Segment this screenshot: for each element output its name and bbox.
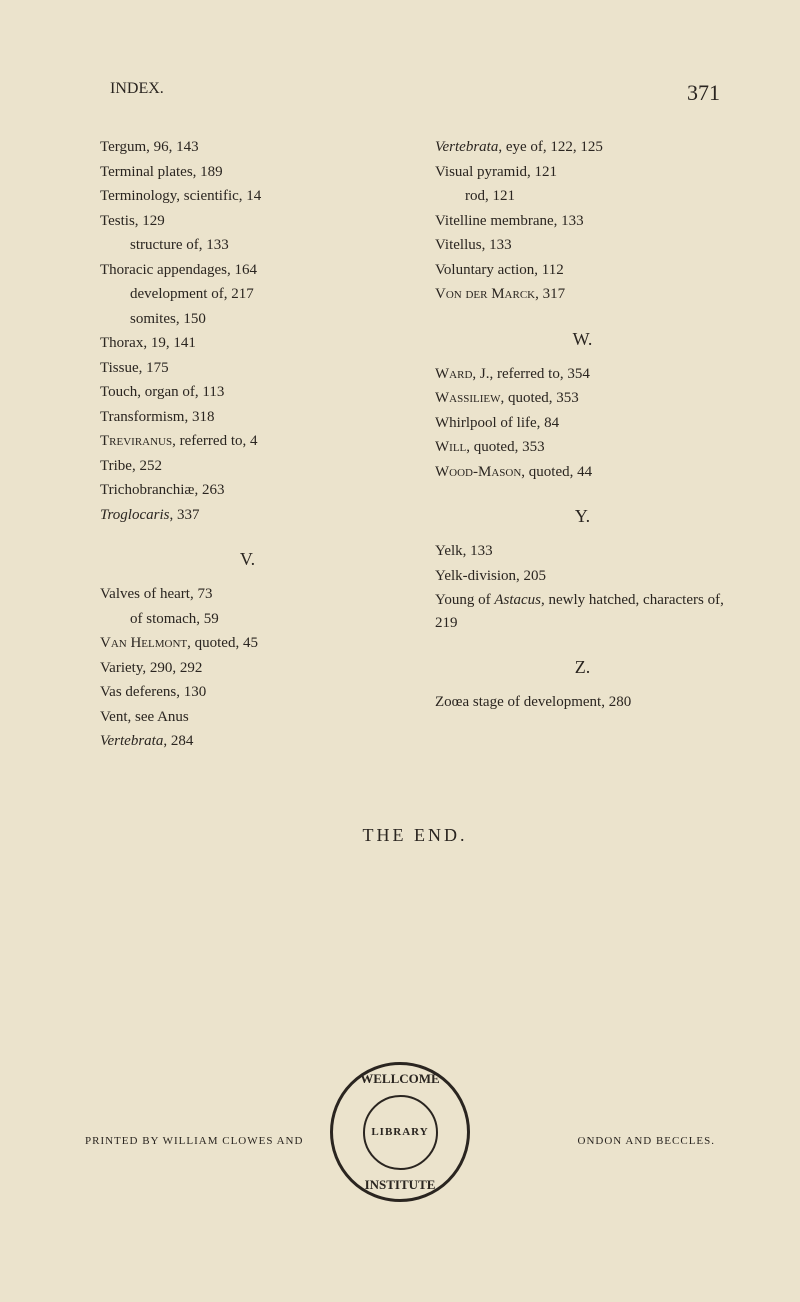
index-entry: Yelk, 133 [435,540,730,563]
printed-right: ONDON AND BECCLES. [578,1135,715,1147]
index-entry: Testis, 129 [100,210,395,233]
index-entry: Yelk-division, 205 [435,565,730,588]
index-title: INDEX. [110,80,164,106]
section-w: W. [435,326,730,353]
index-entry: structure of, 133 [100,234,395,257]
index-entry: rod, 121 [435,185,730,208]
section-v: V. [100,546,395,573]
stamp-bottom-text: INSTITUTE [333,1177,467,1193]
left-column: Tergum, 96, 143Terminal plates, 189Termi… [100,136,395,755]
index-entry: Van Helmont, quoted, 45 [100,632,395,655]
index-entry: Von der Marck, 317 [435,283,730,306]
index-entry: Troglocaris, 337 [100,504,395,527]
index-entry: Terminal plates, 189 [100,161,395,184]
index-columns: Tergum, 96, 143Terminal plates, 189Termi… [100,136,730,755]
index-entry: Vent, see Anus [100,706,395,729]
index-entry: Tissue, 175 [100,357,395,380]
index-entry: Tergum, 96, 143 [100,136,395,159]
index-entry: of stomach, 59 [100,608,395,631]
index-entry: Wassiliew, quoted, 353 [435,387,730,410]
index-entry: Terminology, scientific, 14 [100,185,395,208]
index-entry: Zoœa stage of development, 280 [435,691,730,714]
index-entry: Transformism, 318 [100,406,395,429]
stamp-library-text: LIBRARY [371,1126,428,1138]
stamp-inner-circle: LIBRARY [363,1095,438,1170]
index-entry: Ward, J., referred to, 354 [435,363,730,386]
index-entry: Valves of heart, 73 [100,583,395,606]
index-entry: Visual pyramid, 121 [435,161,730,184]
index-entry: Vitelline membrane, 133 [435,210,730,233]
index-entry: Vertebrata, eye of, 122, 125 [435,136,730,159]
index-entry: Vas deferens, 130 [100,681,395,704]
index-entry: Thorax, 19, 141 [100,332,395,355]
index-entry: Touch, organ of, 113 [100,381,395,404]
stamp-outer-circle: WELLCOME INSTITUTE LIBRARY [330,1062,470,1202]
section-y: Y. [435,503,730,530]
index-entry: Whirlpool of life, 84 [435,412,730,435]
index-entry: Vitellus, 133 [435,234,730,257]
index-entry: Young of Astacus, newly hatched, charact… [435,589,730,634]
index-entry: Trichobranchiæ, 263 [100,479,395,502]
index-entry: somites, 150 [100,308,395,331]
index-entry: development of, 217 [100,283,395,306]
right-column: Vertebrata, eye of, 122, 125Visual pyram… [435,136,730,755]
library-stamp: WELLCOME INSTITUTE LIBRARY [330,1062,470,1202]
index-entry: Treviranus, referred to, 4 [100,430,395,453]
page-number: 371 [687,80,720,106]
stamp-top-text: WELLCOME [333,1071,467,1087]
index-entry: Voluntary action, 112 [435,259,730,282]
index-entry: Tribe, 252 [100,455,395,478]
index-entry: Wood-Mason, quoted, 44 [435,461,730,484]
printed-left: PRINTED BY WILLIAM CLOWES AND [85,1135,303,1147]
section-z: Z. [435,654,730,681]
the-end: THE END. [100,825,730,846]
index-entry: Variety, 290, 292 [100,657,395,680]
page-header: INDEX. 371 [100,80,730,106]
index-entry: Vertebrata, 284 [100,730,395,753]
index-entry: Thoracic appendages, 164 [100,259,395,282]
index-entry: Will, quoted, 353 [435,436,730,459]
